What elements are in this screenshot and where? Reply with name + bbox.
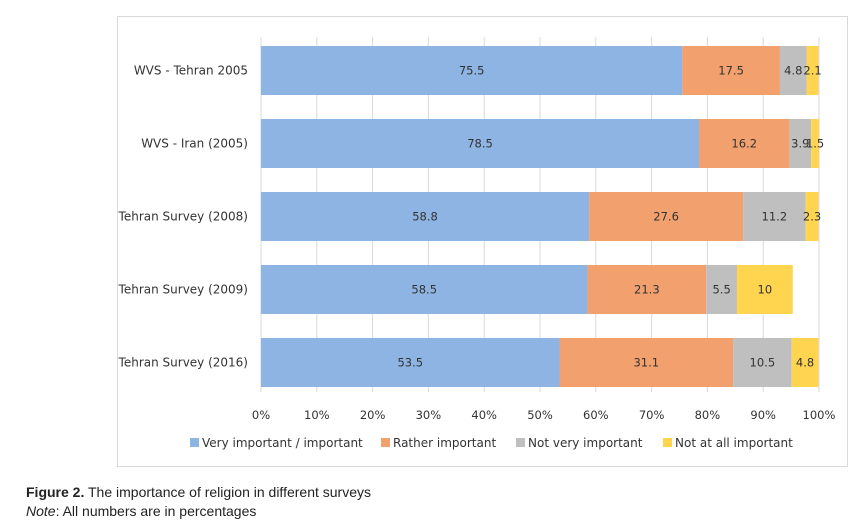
bar-segment: [791, 338, 819, 387]
data-label: 1.5: [806, 137, 824, 151]
data-label: 78.5: [467, 137, 493, 151]
x-tick-labels: 0% 10% 20% 30% 40% 50% 60% 70% 80% 90% 100%: [252, 408, 836, 422]
bar-segment: [682, 46, 780, 95]
x-tick-label: 90%: [750, 408, 776, 422]
category-label: Tehran Survey (2008): [118, 210, 248, 224]
bar-segment: [811, 119, 819, 168]
category-label: WVS - Tehran 2005: [134, 64, 248, 78]
data-label: 58.5: [411, 283, 437, 297]
data-label: 4.8: [784, 64, 802, 78]
x-tick-label: 60%: [583, 408, 609, 422]
data-label: 2.1: [803, 64, 821, 78]
legend-swatch: [516, 438, 525, 447]
stacked-bar-chart: 75.5 17.5 4.8 2.178.5 16.2 3.91.558.8 27.6 11.2…: [118, 37, 836, 450]
bar-segment: [779, 46, 807, 95]
bar-segment: [261, 192, 590, 241]
figure-title: The importance of religion in different …: [88, 484, 371, 500]
legend-label: Not at all important: [675, 436, 793, 450]
category-label: Tehran Survey (2009): [118, 283, 248, 297]
data-label: 75.5: [459, 64, 485, 78]
x-tick-label: 100%: [803, 408, 836, 422]
bar-segment: [261, 265, 588, 314]
bar-segment: [805, 192, 819, 241]
x-tick-label: 0%: [252, 408, 270, 422]
data-label: 31.1: [633, 356, 659, 370]
caption-note-line: Note: All numbers are in percentages: [26, 502, 371, 521]
category-label: WVS - Iran (2005): [141, 137, 248, 151]
bar-segment: [743, 192, 806, 241]
category-label: Tehran Survey (2016): [118, 356, 248, 370]
bar-segment: [789, 119, 812, 168]
bar-segment: [736, 265, 793, 314]
legend-label: Very important / important: [202, 436, 363, 450]
legend-label: Rather important: [393, 436, 496, 450]
x-tick-label: 20%: [360, 408, 386, 422]
data-label: 16.2: [731, 137, 757, 151]
category-labels: WVS - Tehran 2005 WVS - Iran (2005) Tehran…: [118, 64, 248, 370]
legend-swatch: [381, 438, 390, 447]
bar-segment: [806, 46, 819, 95]
bar-segment: [587, 265, 707, 314]
figure-number: Figure 2.: [26, 484, 85, 500]
legend: Very important / important Rather importa…: [190, 436, 793, 450]
data-label: 3.9: [791, 137, 809, 151]
x-tick-label: 80%: [695, 408, 721, 422]
data-label: 2.3: [803, 210, 821, 224]
bar-segment: [261, 119, 700, 168]
x-tick-label: 70%: [639, 408, 665, 422]
data-label: 21.3: [634, 283, 660, 297]
figure-caption: Figure 2. The importance of religion in …: [26, 483, 371, 521]
legend-label: Not very important: [528, 436, 643, 450]
bar-segment: [699, 119, 790, 168]
note-label: Note: [26, 503, 56, 519]
chart-frame: 75.5 17.5 4.8 2.1 78.5 16.2 3.9 1.5 58.8 27.6 11.2…: [117, 16, 848, 467]
data-label: 58.8: [412, 210, 438, 224]
bar-segment: [261, 46, 683, 95]
x-tick-label: 40%: [471, 408, 497, 422]
bar-segment: [733, 338, 792, 387]
data-label: 11.2: [762, 210, 788, 224]
data-label: 27.6: [653, 210, 679, 224]
data-label: 53.5: [397, 356, 423, 370]
legend-swatch: [190, 438, 199, 447]
bars: 75.5 17.5 4.8 2.178.5 16.2 3.91.558.8 27.6 11.2…: [261, 46, 824, 387]
data-label: 5.5: [712, 283, 730, 297]
data-label: 10.5: [750, 356, 776, 370]
caption-title-line: Figure 2. The importance of religion in …: [26, 483, 371, 502]
legend-swatch: [663, 438, 672, 447]
bar-segment: [559, 338, 734, 387]
data-label: 4.8: [796, 356, 814, 370]
data-label: 17.5: [718, 64, 744, 78]
bar-segment: [261, 338, 560, 387]
data-label: 10: [758, 283, 773, 297]
bar-segment: [589, 192, 744, 241]
bar-segment: [706, 265, 737, 314]
note-text: : All numbers are in percentages: [55, 503, 257, 519]
x-tick-label: 50%: [527, 408, 553, 422]
x-tick-label: 10%: [304, 408, 330, 422]
x-tick-label: 30%: [416, 408, 442, 422]
